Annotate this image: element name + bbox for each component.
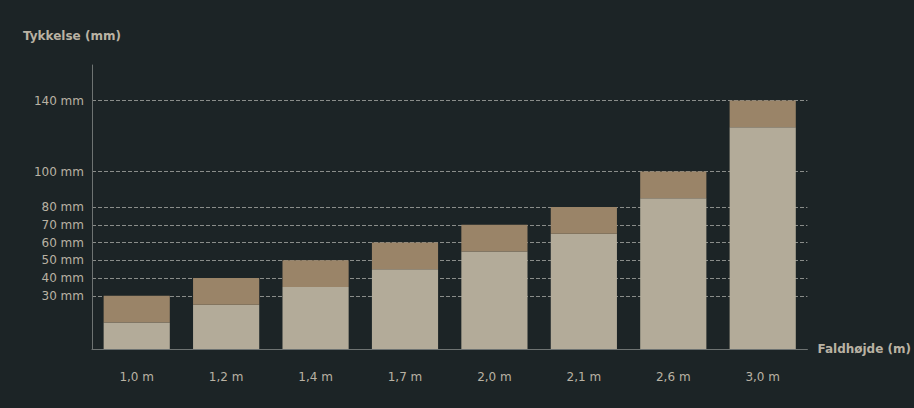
svg-text:1,7 m: 1,7 m — [388, 370, 423, 384]
svg-text:Faldhøjde (m): Faldhøjde (m) — [817, 342, 911, 356]
svg-text:50 mm: 50 mm — [42, 253, 84, 267]
svg-text:Tykkelse (mm): Tykkelse (mm) — [23, 29, 121, 43]
svg-text:30 mm: 30 mm — [42, 289, 84, 303]
svg-text:1,2 m: 1,2 m — [209, 370, 244, 384]
svg-text:80 mm: 80 mm — [42, 200, 84, 214]
svg-text:140 mm: 140 mm — [34, 94, 84, 108]
svg-text:2,1 m: 2,1 m — [567, 370, 602, 384]
svg-text:60 mm: 60 mm — [42, 236, 84, 250]
svg-text:2,6 m: 2,6 m — [656, 370, 691, 384]
svg-text:3,0 m: 3,0 m — [745, 370, 780, 384]
svg-text:70 mm: 70 mm — [42, 218, 84, 232]
svg-text:40 mm: 40 mm — [42, 271, 84, 285]
svg-text:1,4 m: 1,4 m — [298, 370, 333, 384]
svg-text:2,0 m: 2,0 m — [477, 370, 512, 384]
svg-text:100 mm: 100 mm — [34, 165, 84, 179]
svg-text:1,0 m: 1,0 m — [119, 370, 154, 384]
